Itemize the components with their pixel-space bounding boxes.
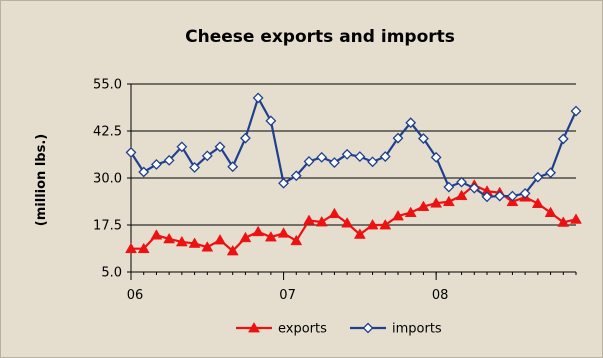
legend-item-exports: exports [236,322,327,337]
data-point [456,176,467,188]
data-point [507,190,518,202]
data-point [138,166,150,178]
data-point [430,151,442,163]
x-tick-labels: 06 07 08 [127,288,449,303]
data-point [303,156,315,167]
y-tick-label: 55.0 [93,78,122,93]
data-point [278,177,289,189]
data-point [405,117,417,129]
data-point [151,159,162,170]
data-point [201,150,213,162]
data-point [418,133,429,144]
data-point [252,92,264,104]
y-axis-label: (million lbs.) [34,134,49,226]
data-point [557,133,569,145]
data-point [519,187,531,199]
data-point [201,241,214,252]
data-point [362,322,374,334]
legend-item-imports: imports [350,322,442,337]
data-point [354,151,366,162]
data-point [252,225,265,237]
data-point [341,217,354,228]
data-point [150,229,163,240]
data-point [277,227,290,238]
data-point [341,148,353,160]
data-point [248,321,260,333]
data-point [315,215,328,227]
data-point [189,162,200,173]
data-point [328,207,341,219]
data-point [137,242,150,254]
data-point [226,244,239,256]
x-tick-label: 06 [127,288,144,303]
data-point [227,161,239,173]
data-point [481,191,493,203]
data-point [353,228,366,239]
chart-title: Cheese exports and imports [185,27,455,47]
data-point [176,141,188,153]
data-point [570,105,582,117]
data-point [379,218,392,230]
data-point [379,151,391,162]
y-tick-label: 30.0 [93,172,122,187]
x-tick-label: 07 [279,288,296,303]
data-point [163,154,175,166]
data-point [392,209,404,221]
y-tick-label: 5.0 [101,266,122,281]
data-point [290,234,303,246]
data-point [468,182,480,194]
data-point [430,197,443,208]
data-point [442,195,455,207]
data-point [417,200,430,211]
data-point [214,141,226,153]
data-point [265,115,277,127]
data-point [303,214,315,225]
data-point [443,181,455,193]
data-point [264,231,277,242]
data-point [240,132,251,144]
data-point [175,235,188,247]
legend-label: imports [392,322,442,337]
data-point [570,213,582,224]
data-point [366,218,379,230]
y-tick-label: 42.5 [93,125,122,140]
axes [127,83,577,280]
data-point [557,216,570,227]
x-tick-label: 08 [432,288,449,303]
data-point [531,197,544,208]
data-point [367,156,378,168]
data-point [404,206,417,217]
data-point [455,189,468,201]
data-point [163,232,176,244]
data-point [545,167,556,179]
data-point [125,147,137,158]
data-point [239,231,252,243]
y-tick-labels: 55.0 42.5 30.0 17.5 5.0 [93,78,122,281]
series-layer [125,92,582,256]
data-point [532,171,544,183]
legend-label: exports [278,322,327,337]
data-point [188,237,201,248]
y-tick-label: 17.5 [93,219,122,234]
data-point [316,151,328,163]
data-point [392,132,404,144]
data-point [214,234,226,245]
legend: exports imports [236,322,442,337]
data-point [125,242,137,254]
data-point [494,190,506,202]
data-point [290,170,302,182]
data-point [544,206,557,217]
data-point [329,157,340,169]
series-imports [125,92,582,203]
